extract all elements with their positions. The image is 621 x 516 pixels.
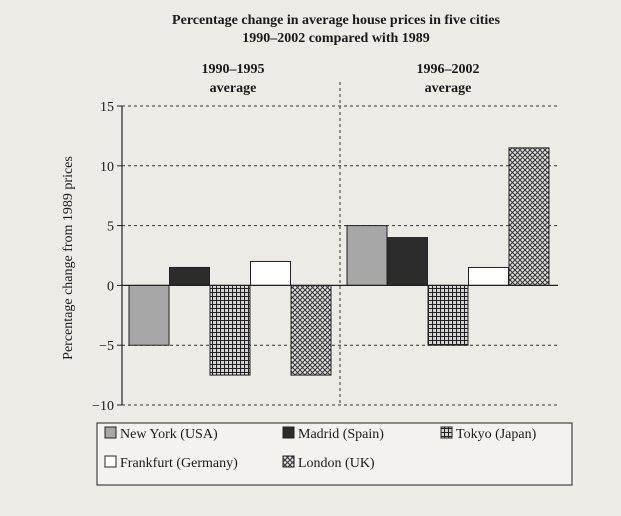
legend-swatch <box>440 426 453 439</box>
bar <box>169 266 210 286</box>
group-label-2-line1: 1996–2002 <box>417 62 480 77</box>
legend-swatch <box>282 455 295 468</box>
legend: New York (USA) Madrid (Spain) Tokyo (Japan… <box>104 426 537 471</box>
bars-layer <box>128 147 550 376</box>
legend-swatch <box>104 455 117 468</box>
bar <box>508 147 550 286</box>
bar <box>387 237 428 286</box>
axis-layer: 15 10 5 0 −5 −10 <box>92 100 558 414</box>
group-label-1-line2: average <box>210 81 257 96</box>
y-tick-label: 0 <box>107 279 114 294</box>
chart-subtitle: 1990–2002 compared with 1989 <box>242 31 430 46</box>
legend-label: New York (USA) <box>120 427 218 442</box>
y-tick-label: −5 <box>99 339 114 354</box>
legend-label: Madrid (Spain) <box>298 427 384 442</box>
legend-label: Frankfurt (Germany) <box>120 456 238 471</box>
chart-title: Percentage change in average house price… <box>172 13 500 28</box>
legend-swatch <box>282 426 295 439</box>
group-label-2-line2: average <box>425 81 472 96</box>
y-tick-label: −10 <box>92 399 114 414</box>
bar <box>209 284 251 376</box>
bar <box>468 266 509 286</box>
bar <box>128 284 170 346</box>
legend-label: London (UK) <box>298 456 375 471</box>
legend-swatch <box>104 426 117 439</box>
bar <box>427 284 469 346</box>
legend-label: Tokyo (Japan) <box>456 427 537 442</box>
bar <box>250 260 291 286</box>
y-axis-label: Percentage change from 1989 prices <box>61 156 76 360</box>
y-tick-label: 10 <box>100 160 114 175</box>
group-label-1-line1: 1990–1995 <box>202 62 265 77</box>
y-tick-label: 15 <box>100 100 114 115</box>
grid-layer <box>122 82 558 406</box>
y-tick-label: 5 <box>107 220 114 235</box>
bar <box>290 284 332 376</box>
bar <box>346 225 388 286</box>
legend-box <box>96 422 573 486</box>
